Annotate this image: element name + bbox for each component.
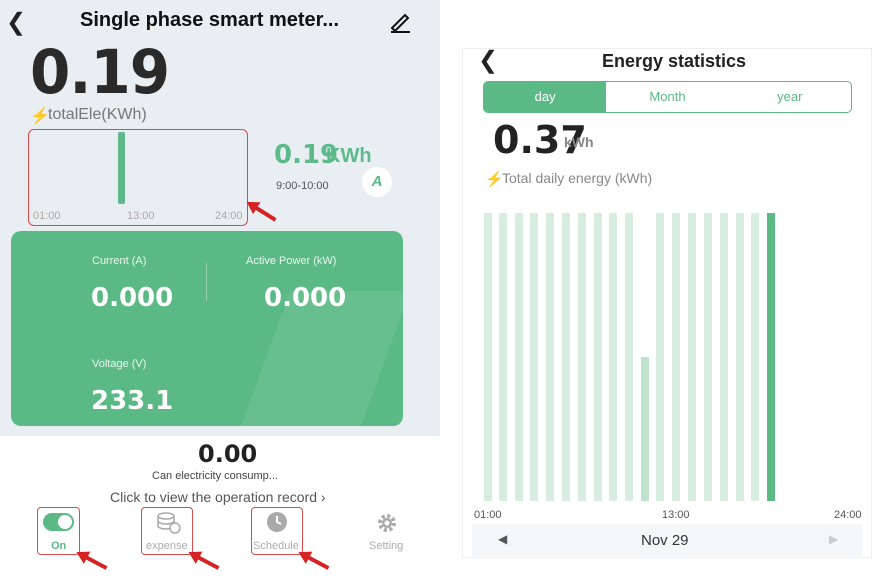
hourly-bar	[546, 213, 554, 501]
period-segmented-control[interactable]: day Month year	[483, 81, 852, 113]
hourly-bar	[751, 213, 759, 501]
hourly-bar	[672, 213, 680, 501]
tab-expense[interactable]	[141, 507, 193, 555]
date-navigator	[472, 524, 862, 556]
tab-on[interactable]	[37, 507, 80, 555]
statistics-title: Energy statistics	[602, 51, 747, 71]
voltage-value: 233.1	[91, 386, 174, 416]
hourly-bar	[625, 213, 633, 501]
hourly-bar	[688, 213, 696, 501]
hourly-bar	[530, 213, 538, 501]
hourly-bar	[562, 213, 570, 501]
active-power-value: 0.000	[264, 283, 347, 313]
coins-icon	[157, 512, 181, 534]
current-date: Nov 29	[641, 532, 689, 549]
tab-schedule[interactable]	[251, 507, 303, 555]
daily-energy-value: 0.37	[493, 118, 587, 162]
x-tick-end: 24:00	[834, 509, 862, 521]
hourly-bar	[515, 213, 523, 501]
selected-hour-value: 0.19	[274, 140, 339, 170]
consumption-label: Can electricity consump...	[152, 470, 278, 482]
segment-month[interactable]: Month	[649, 89, 686, 104]
tab-schedule-label: Schedule	[253, 540, 299, 552]
hourly-mini-chart[interactable]: 01:00 13:00 24:00	[28, 129, 248, 226]
hourly-bar	[641, 357, 649, 501]
segment-year[interactable]: year	[777, 89, 803, 104]
selected-time-range: 9:00-10:00	[276, 180, 329, 192]
hourly-bar	[594, 213, 602, 501]
total-energy-label: totalEle(KWh)	[48, 106, 147, 123]
current-value: 0.000	[91, 283, 174, 313]
hourly-bar	[609, 213, 617, 501]
readings-card: Current (A) 0.000 Active Power (kW) 0.00…	[11, 231, 403, 426]
previous-day-icon[interactable]: ◀	[498, 532, 508, 546]
page-title: Single phase smart meter...	[80, 9, 339, 31]
hourly-bar	[704, 213, 712, 501]
back-arrow-icon[interactable]: ❮	[6, 9, 27, 36]
hourly-bar	[736, 213, 744, 501]
hourly-bar	[484, 213, 492, 501]
operation-record-link[interactable]: Click to view the operation record ›	[110, 489, 326, 505]
hourly-bar	[656, 213, 664, 501]
segment-day[interactable]: day	[484, 82, 607, 112]
daily-energy-unit: kWh	[564, 134, 594, 150]
tab-on-label: On	[51, 540, 67, 552]
back-arrow-icon[interactable]: ❮	[478, 47, 499, 74]
next-day-icon[interactable]: ▶	[829, 532, 839, 546]
hourly-bar-chart[interactable]	[480, 205, 780, 505]
bottom-section	[0, 436, 440, 560]
total-energy-value: 0.19	[30, 36, 170, 108]
card-divider	[206, 263, 207, 301]
toggle-icon[interactable]	[43, 513, 74, 531]
auto-mode-button[interactable]: A	[362, 167, 392, 197]
lightning-icon: ⚡	[30, 108, 50, 125]
current-label: Current (A)	[92, 255, 147, 267]
consumption-value: 0.00	[198, 440, 258, 468]
voltage-label: Voltage (V)	[92, 358, 147, 370]
tab-expense-label: expense	[146, 540, 188, 552]
active-power-label: Active Power (kW)	[246, 255, 337, 267]
mini-chart-bar	[118, 132, 125, 204]
x-tick-mid: 13:00	[662, 509, 690, 521]
hourly-bar	[578, 213, 586, 501]
mini-chart-tick-start: 01:00	[33, 210, 61, 222]
x-tick-start: 01:00	[474, 509, 502, 521]
selected-hour-unit: KWh	[326, 145, 372, 167]
lightning-icon: ⚡	[485, 171, 504, 188]
edit-pencil-icon[interactable]	[388, 9, 412, 33]
gear-icon[interactable]	[375, 511, 399, 535]
mini-chart-tick-mid: 13:00	[127, 210, 155, 222]
hourly-bar	[499, 213, 507, 501]
clock-icon	[267, 512, 287, 532]
daily-energy-label: Total daily energy (kWh)	[502, 170, 653, 186]
hourly-bar	[720, 213, 728, 501]
hourly-bar	[767, 213, 775, 501]
tab-setting-label[interactable]: Setting	[369, 540, 404, 552]
mini-chart-tick-end: 24:00	[215, 210, 243, 222]
